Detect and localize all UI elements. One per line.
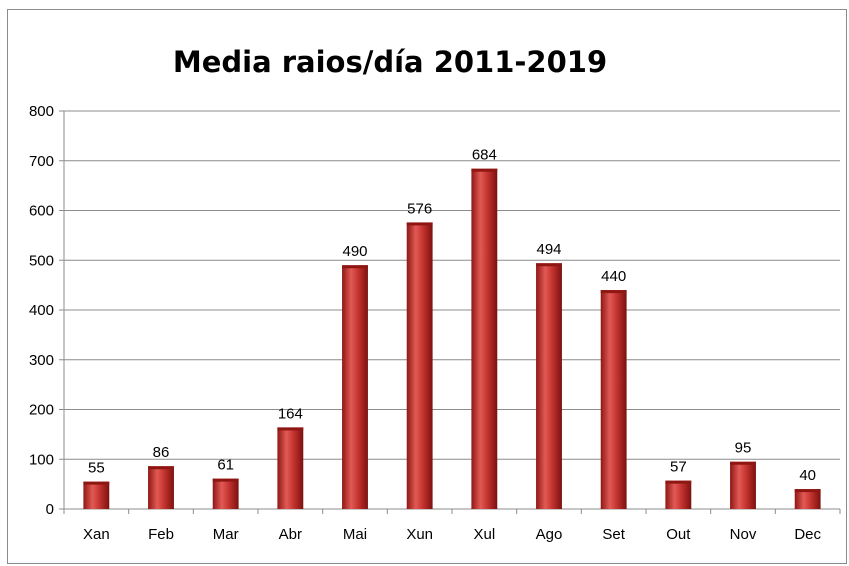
bar-dec [794, 489, 821, 509]
bar-cap [342, 265, 368, 269]
bar-cap [471, 168, 498, 172]
y-tick-label: 500 [29, 252, 54, 269]
x-axis: Xan Feb Mar Abr Mai Xun Xul Ago Set Out Nov Dec [63, 509, 841, 543]
chart-title: Media raios/día 2011-2019 [173, 45, 607, 79]
bar-set [600, 290, 627, 509]
bar-mai [342, 265, 368, 509]
y-axis: 0 100 200 300 400 500 600 700 800 [29, 103, 65, 518]
bar-cap [148, 466, 174, 470]
y-tick-label: 200 [29, 402, 54, 419]
data-label: 494 [536, 241, 561, 258]
y-tick-label: 600 [29, 203, 54, 220]
bar-body [665, 480, 692, 509]
y-tick-label: 700 [29, 153, 54, 170]
x-tick-label: Mar [213, 526, 239, 543]
y-tick-label: 100 [29, 451, 54, 468]
bar-cap [794, 489, 821, 493]
bar-cap [277, 427, 304, 431]
bar-mar [212, 478, 239, 509]
data-label: 95 [735, 440, 752, 457]
bar-body [536, 263, 562, 509]
data-label: 61 [217, 457, 234, 474]
bar-xun [406, 222, 433, 509]
bar-xul [471, 168, 498, 509]
bar-body [600, 290, 627, 509]
data-label: 55 [88, 460, 105, 477]
bar-cap [730, 461, 756, 465]
gridlines [64, 110, 840, 510]
data-label: 440 [601, 268, 626, 285]
data-label: 490 [342, 243, 367, 260]
x-tick-label: Xan [83, 526, 110, 543]
data-label: 164 [278, 405, 303, 422]
bar-ago [536, 263, 562, 509]
bar-cap [665, 480, 692, 484]
bar-body [406, 222, 433, 509]
bar-body [342, 265, 368, 509]
bar-cap [83, 481, 110, 485]
x-tick-label: Out [666, 526, 691, 543]
data-label: 57 [670, 459, 687, 476]
data-label: 684 [472, 147, 497, 164]
y-tick-label: 800 [29, 103, 54, 120]
bar-abr [277, 427, 304, 509]
bar-body [148, 466, 174, 509]
bar-nov [730, 461, 756, 509]
x-tick-label: Xul [473, 526, 495, 543]
y-tick-label: 0 [46, 501, 54, 518]
bars [83, 168, 821, 509]
bar-out [665, 480, 692, 509]
data-labels: 55 86 61 164 490 576 684 494 440 57 95 40 [88, 147, 816, 484]
bar-body [471, 168, 498, 509]
bar-body [212, 478, 239, 509]
x-tick-label: Set [602, 526, 625, 543]
bar-cap [406, 222, 433, 226]
x-tick-label: Dec [794, 526, 821, 543]
y-tick-label: 300 [29, 352, 54, 369]
bar-cap [536, 263, 562, 267]
bar-body [277, 427, 304, 509]
x-tick-label: Nov [730, 526, 757, 543]
data-label: 86 [153, 444, 170, 461]
bar-feb [148, 466, 174, 509]
x-tick-label: Xun [406, 526, 433, 543]
x-tick-label: Feb [148, 526, 174, 543]
x-tick-label: Ago [536, 526, 563, 543]
bar-cap [600, 290, 627, 294]
data-label: 40 [799, 467, 816, 484]
data-label: 576 [407, 200, 432, 217]
bar-cap [212, 478, 239, 482]
y-tick-label: 400 [29, 302, 54, 319]
x-tick-label: Mai [343, 526, 367, 543]
bar-xan [83, 481, 110, 509]
bar-body [83, 481, 110, 509]
x-tick-label: Abr [279, 526, 302, 543]
bar-body [730, 461, 756, 509]
bar-body [794, 489, 821, 509]
